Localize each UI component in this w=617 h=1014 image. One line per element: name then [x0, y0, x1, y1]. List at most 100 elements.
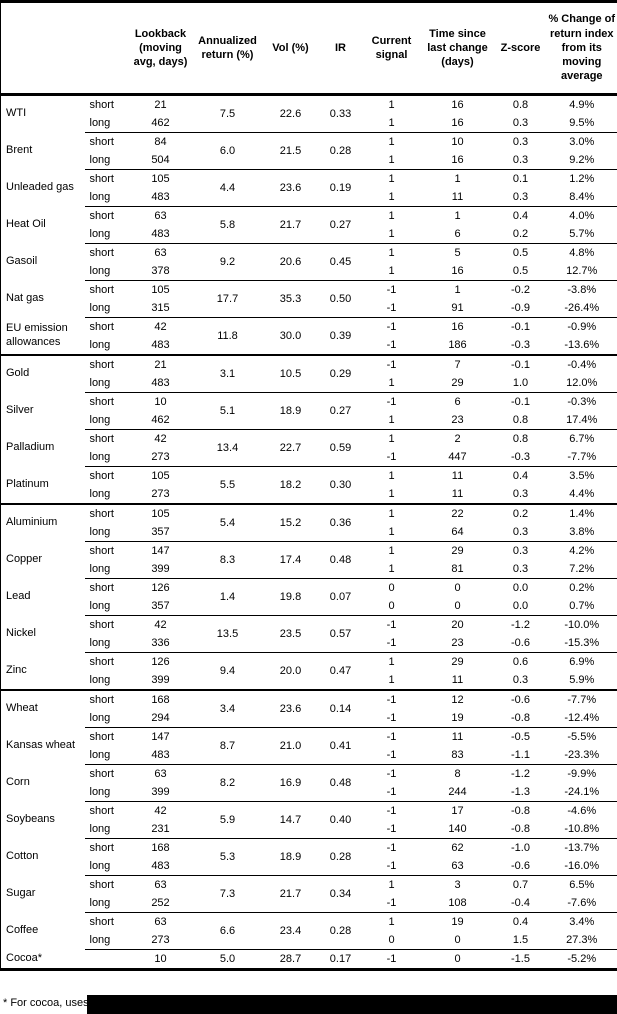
vol-value: 23.6	[262, 169, 319, 207]
ir-value: 0.48	[318, 764, 363, 802]
side-label: long	[89, 376, 111, 389]
time-since-change-value: 64	[451, 525, 464, 538]
commodity-row: Gold short 21 3.1 10.5 0.29 -1 7 -0.1 -0.4%	[0, 354, 617, 393]
pct-change-value: -7.6%	[567, 896, 597, 909]
vol-value: 30.0	[262, 317, 319, 355]
lookback-value: 357	[151, 599, 170, 612]
pct-change-value: -9.9%	[546, 764, 617, 783]
commodity-row: long 231 -1 140 -0.8 -10.8%	[1, 820, 617, 839]
vol-value: 23.6	[262, 689, 319, 728]
header-name	[0, 1, 85, 96]
vol-value: 18.2	[262, 466, 319, 504]
time-since-change-value: 5	[420, 243, 495, 262]
annualized-return-value: 9.4	[192, 652, 263, 690]
commodity-name: Lead	[6, 590, 31, 603]
signal-value: 1	[362, 466, 421, 485]
vol-value: 23.5	[262, 615, 319, 653]
zscore-value: 0.2	[494, 503, 547, 523]
lookback-value: 105	[128, 280, 193, 299]
time-since-change-value: 63	[451, 859, 464, 872]
commodity-row: long 504 1 16 0.3 9.2%	[1, 151, 617, 170]
signal-value: 1	[388, 525, 395, 538]
time-since-change-value: 17	[420, 801, 495, 820]
commodity-row: EU emission allowances short 42 11.8 30.0 0.3…	[1, 317, 617, 355]
pct-change-value: 3.5%	[546, 466, 617, 485]
signal-value: 1	[362, 652, 421, 671]
header-current-signal: Current signal	[362, 1, 421, 96]
signal-value: -1	[386, 636, 397, 649]
ir-value: 0.45	[318, 243, 363, 281]
ir-value: 0.33	[329, 107, 352, 120]
pct-change-value: 4.4%	[569, 487, 595, 500]
lookback-value: 273	[151, 450, 170, 463]
lookback-value: 462	[151, 116, 170, 129]
zscore-value: 0.8	[494, 429, 547, 448]
side-label: short	[84, 280, 129, 299]
commodity-name: Silver	[6, 404, 34, 417]
annualized-return-value: 6.6	[192, 912, 263, 950]
pct-change-value: 4.9%	[569, 98, 595, 111]
lookback-value: 168	[128, 838, 193, 857]
pct-change-value: 7.2%	[569, 562, 595, 575]
zscore-value: -0.5	[494, 727, 547, 746]
commodity-row: long 399 1 11 0.3 5.9%	[1, 671, 617, 690]
commodity-row: long 357 0 0 0.0 0.7%	[1, 597, 617, 616]
commodity-name: Cotton	[6, 850, 39, 863]
time-since-change-value: 62	[420, 838, 495, 857]
time-since-change-value: 11	[451, 673, 464, 686]
signal-value: 1	[388, 487, 395, 500]
signal-value: 1	[388, 562, 395, 575]
side-label: short	[84, 541, 129, 560]
lookback-value: 21	[154, 98, 167, 111]
time-since-change-value: 1	[420, 169, 495, 188]
vol-value: 20.6	[262, 243, 319, 281]
time-since-change-value: 140	[448, 822, 467, 835]
ir-value: 0.57	[318, 615, 363, 653]
side-label: long	[89, 190, 111, 203]
time-since-change-value: 11	[451, 487, 464, 500]
zscore-value: 0.0	[494, 578, 547, 597]
header-zscore: Z-score	[494, 1, 547, 96]
annualized-return-value: 7.3	[192, 875, 263, 913]
pct-change-value: -7.7%	[567, 450, 597, 463]
side-label: short	[89, 98, 114, 111]
annualized-return-value: 6.0	[192, 132, 263, 170]
commodity-row: Corn short 63 8.2 16.9 0.48 -1 8 -1.2 -9.9%	[1, 764, 617, 802]
commodity-row: Sugar short 63 7.3 21.7 0.34 1 3 0.7 6.5%	[1, 875, 617, 913]
commodity-row: long 483 1 11 0.3 8.4%	[1, 188, 617, 207]
side-label: long	[89, 673, 111, 686]
signal-value: -1	[386, 822, 397, 835]
ir-value: 0.17	[318, 949, 363, 970]
vol-value: 20.0	[262, 652, 319, 690]
zscore-value: -0.6	[494, 689, 547, 709]
pct-change-value: -0.3%	[546, 392, 617, 411]
time-since-change-value: 10	[420, 132, 495, 151]
lookback-value: 483	[151, 376, 170, 389]
lookback-value: 315	[151, 301, 170, 314]
time-since-change-value: 91	[451, 301, 464, 314]
lookback-value: 21	[128, 354, 193, 374]
vol-value: 22.7	[262, 429, 319, 467]
lookback-value: 63	[128, 912, 193, 931]
vol-value: 18.9	[262, 392, 319, 430]
time-since-change-value: 0	[420, 578, 495, 597]
pct-change-value: 17.4%	[566, 413, 598, 426]
annualized-return-value: 8.7	[192, 727, 263, 765]
pct-change-value: 6.5%	[546, 875, 617, 894]
signal-value: -1	[386, 859, 397, 872]
time-since-change-value: 2	[420, 429, 495, 448]
time-since-change-value: 20	[420, 615, 495, 634]
side-label: long	[89, 711, 111, 724]
lookback-value: 147	[128, 727, 193, 746]
zscore-value: -0.8	[511, 822, 530, 835]
zscore-value: 0.4	[494, 912, 547, 931]
side-label: short	[84, 466, 129, 485]
lookback-value: 63	[128, 206, 193, 225]
signal-value: -1	[362, 354, 421, 374]
commodity-name: Nat gas	[6, 292, 44, 305]
commodity-row: Copper short 147 8.3 17.4 0.48 1 29 0.3 4.2%	[1, 541, 617, 579]
time-since-change-value: 22	[420, 503, 495, 523]
time-since-change-value: 0	[454, 599, 461, 612]
pct-change-value: -7.7%	[546, 689, 617, 709]
